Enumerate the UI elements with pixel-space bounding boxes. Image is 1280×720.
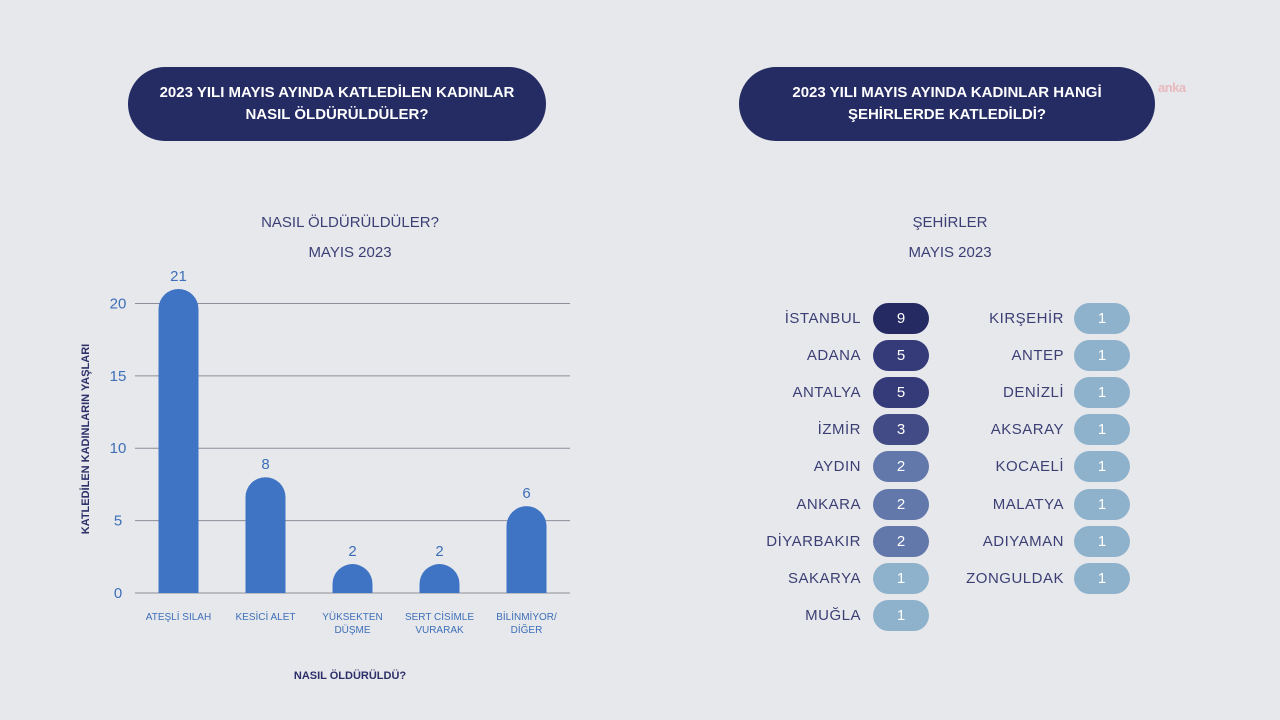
- bar-3: [419, 564, 460, 593]
- chart-title: NASIL ÖLDÜRÜLDÜLER?: [261, 214, 439, 231]
- city-row-left: SAKARYA 1: [0, 562, 1280, 594]
- city-row-right: KOCAELİ 1: [0, 451, 1280, 483]
- city-row-left: MUĞLA 1: [0, 600, 1280, 632]
- x-tick-label-line: BİLİNMİYOR/: [496, 612, 557, 623]
- city-name: AKSARAY: [990, 421, 1064, 439]
- bar-value-label: 2: [435, 543, 443, 560]
- x-tick-label-line: DÜŞME: [334, 625, 371, 636]
- city-name: MALATYA: [992, 495, 1064, 513]
- y-tick-label: 20: [110, 295, 127, 312]
- city-count-badge: 2: [873, 525, 929, 557]
- city-row-left: ANKARA 2: [0, 488, 1280, 520]
- city-name: İZMİR: [817, 421, 861, 439]
- city-name: SAKARYA: [788, 569, 861, 587]
- y-tick-label: 15: [110, 368, 127, 385]
- city-row-left: İZMİR 3: [0, 414, 1280, 446]
- city-row-left: DİYARBAKIR 2: [0, 525, 1280, 557]
- x-tick-label-line: ATEŞLİ SILAH: [145, 612, 212, 623]
- city-count-badge: 3: [873, 414, 929, 446]
- right-header-pill: 2023 YILI MAYIS AYINDA KADINLAR HANGİ ŞE…: [739, 67, 1155, 141]
- bar-chart: 0 5 10 15 20 21 8 2 2 6: [110, 268, 570, 602]
- cities-subtitle: MAYIS 2023: [908, 244, 992, 261]
- x-tick-label-line: SERT CİSİMLE: [404, 612, 475, 623]
- bar-4: [506, 506, 547, 593]
- city-count-badge: 1: [1074, 451, 1130, 483]
- y-tick-label: 0: [114, 585, 122, 602]
- city-row-right: ADIYAMAN 1: [0, 525, 1280, 557]
- city-count-badge: 1: [1074, 525, 1130, 557]
- left-header-text: 2023 YILI MAYIS AYINDA KATLEDİLEN KADINL…: [159, 84, 515, 123]
- bar-value-label: 21: [170, 268, 187, 285]
- city-name: AYDIN: [813, 458, 861, 476]
- city-count-badge: 1: [873, 562, 929, 594]
- city-name: KOCAELİ: [995, 458, 1064, 476]
- right-header-text: 2023 YILI MAYIS AYINDA KADINLAR HANGİ ŞE…: [792, 84, 1102, 123]
- city-count-badge: 2: [873, 488, 929, 520]
- bar-value-label: 6: [522, 485, 530, 502]
- city-count-badge: 1: [1074, 376, 1130, 408]
- city-count-badge: 5: [873, 376, 929, 408]
- city-count-badge: 1: [873, 600, 929, 632]
- city-name: ADIYAMAN: [982, 532, 1064, 550]
- x-tick-label: BİLİNMİYOR/DİĞER: [477, 611, 577, 637]
- x-tick-label-line: KESİCİ ALET: [235, 612, 296, 623]
- city-name: ANKARA: [796, 495, 861, 513]
- x-tick-label-line: VURARAK: [415, 625, 464, 636]
- city-name: ZONGULDAK: [966, 569, 1064, 587]
- x-tick-label-line: YÜKSEKTEN: [322, 612, 383, 623]
- x-tick-label: YÜKSEKTEN DÜŞME: [303, 611, 403, 637]
- city-name: DİYARBAKIR: [766, 532, 861, 550]
- cities-title: ŞEHİRLER: [912, 214, 988, 231]
- city-name: ANTEP: [1011, 346, 1064, 364]
- bar-0: [158, 289, 199, 593]
- city-row-right: ZONGULDAK 1: [0, 562, 1280, 594]
- bar-1: [245, 477, 286, 593]
- city-name: ADANA: [806, 346, 861, 364]
- y-tick-label: 10: [110, 440, 127, 457]
- city-count-badge: 5: [873, 339, 929, 371]
- bar-2: [332, 564, 373, 593]
- city-name: ANTALYA: [792, 383, 861, 401]
- city-count-badge: 1: [1074, 488, 1130, 520]
- city-row-left: AYDIN 2: [0, 451, 1280, 483]
- x-axis-title: NASIL ÖLDÜRÜLDÜ?: [293, 670, 407, 682]
- city-count-badge: 1: [1074, 562, 1130, 594]
- city-count-badge: 2: [873, 451, 929, 483]
- bar-value-label: 8: [261, 456, 269, 473]
- city-row-right: ANTEP 1: [0, 339, 1280, 371]
- city-name: DENİZLİ: [1002, 383, 1064, 401]
- chart-title-block: NASIL ÖLDÜRÜLDÜLER? MAYIS 2023: [200, 208, 500, 268]
- city-row-left: İSTANBUL 9: [0, 302, 1280, 334]
- city-count-badge: 1: [1074, 302, 1130, 334]
- x-tick-label: KESİCİ ALET: [216, 611, 316, 624]
- watermark-logo: anka: [1158, 80, 1186, 95]
- x-tick-label: ATEŞLİ SILAH: [129, 611, 229, 624]
- city-row-left: ANTALYA 5: [0, 376, 1280, 408]
- city-row-right: AKSARAY 1: [0, 414, 1280, 446]
- city-count-badge: 1: [1074, 339, 1130, 371]
- bar-value-label: 2: [348, 543, 356, 560]
- x-tick-label-line: DİĞER: [510, 625, 543, 636]
- city-count-badge: 1: [1074, 414, 1130, 446]
- cities-title-block: ŞEHİRLER MAYIS 2023: [800, 208, 1100, 268]
- left-header-pill: 2023 YILI MAYIS AYINDA KATLEDİLEN KADINL…: [128, 67, 546, 141]
- city-count-badge: 9: [873, 302, 929, 334]
- city-name: MUĞLA: [805, 607, 861, 625]
- chart-subtitle: MAYIS 2023: [308, 244, 392, 261]
- x-tick-label: SERT CİSİMLE VURARAK: [390, 611, 490, 637]
- city-row-right: MALATYA 1: [0, 488, 1280, 520]
- city-name: İSTANBUL: [784, 309, 861, 327]
- city-row-right: DENİZLİ 1: [0, 376, 1280, 408]
- city-row-left: ADANA 5: [0, 339, 1280, 371]
- city-row-right: KIRŞEHİR 1: [0, 302, 1280, 334]
- y-tick-label: 5: [114, 513, 122, 530]
- city-name: KIRŞEHİR: [989, 309, 1064, 327]
